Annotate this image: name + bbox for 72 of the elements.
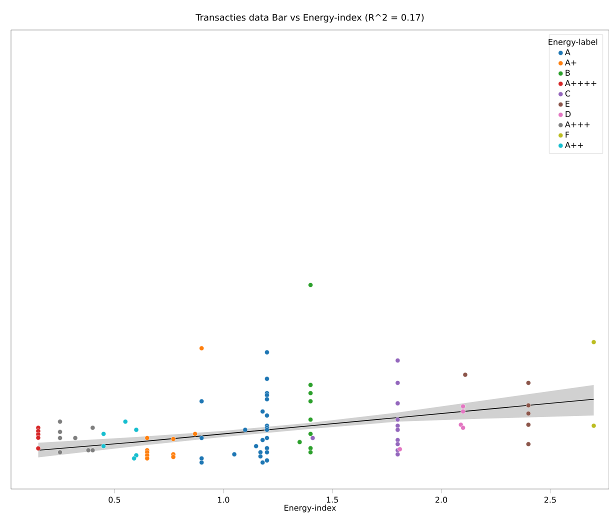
point (260, 438, 266, 442)
point (192, 431, 198, 436)
point (199, 436, 204, 440)
point (101, 444, 106, 449)
point (242, 427, 248, 432)
point (86, 448, 91, 453)
point (395, 423, 400, 428)
point (395, 358, 400, 363)
point (58, 450, 62, 455)
point (264, 396, 270, 402)
point (460, 409, 466, 414)
point (297, 440, 302, 445)
point (526, 422, 531, 428)
point (308, 446, 313, 451)
point (134, 427, 139, 432)
point (591, 423, 596, 428)
point (199, 456, 204, 461)
point (308, 417, 313, 422)
point (308, 282, 313, 288)
point (310, 436, 316, 440)
point (72, 436, 78, 440)
point (395, 400, 400, 406)
point (58, 429, 62, 434)
point (132, 456, 137, 461)
point (462, 372, 468, 378)
point (90, 425, 96, 430)
point (395, 427, 400, 432)
point (264, 376, 270, 382)
point (264, 350, 270, 355)
point (308, 450, 313, 455)
point (526, 380, 531, 386)
point (264, 446, 270, 451)
point (591, 340, 596, 345)
point (36, 446, 41, 451)
point (395, 442, 400, 447)
point (526, 411, 531, 416)
point (36, 435, 41, 440)
point (526, 442, 531, 447)
point (308, 398, 313, 404)
point (264, 450, 270, 455)
point (170, 436, 176, 442)
point (395, 452, 400, 457)
point (260, 460, 266, 465)
point (199, 398, 204, 404)
point (526, 402, 531, 408)
point (170, 454, 176, 460)
point (254, 444, 259, 449)
point (308, 390, 313, 396)
point (258, 454, 263, 459)
point (199, 346, 204, 351)
point (144, 456, 150, 461)
point (101, 431, 106, 436)
point (58, 436, 62, 440)
point (264, 436, 270, 440)
point (308, 382, 313, 388)
point (199, 460, 204, 465)
point (260, 409, 266, 414)
chart-title: Transacties data Bar vs Energy-index (R^2 = 0.17) (196, 14, 424, 22)
point (122, 419, 128, 424)
point (264, 458, 270, 463)
point (144, 436, 150, 440)
point (58, 419, 62, 424)
point (395, 417, 400, 422)
point (258, 450, 263, 455)
point (264, 413, 270, 418)
point (232, 452, 237, 457)
point (308, 431, 313, 436)
point (90, 448, 96, 453)
point (460, 404, 466, 409)
point (395, 380, 400, 386)
point (395, 438, 400, 442)
point (460, 425, 466, 430)
